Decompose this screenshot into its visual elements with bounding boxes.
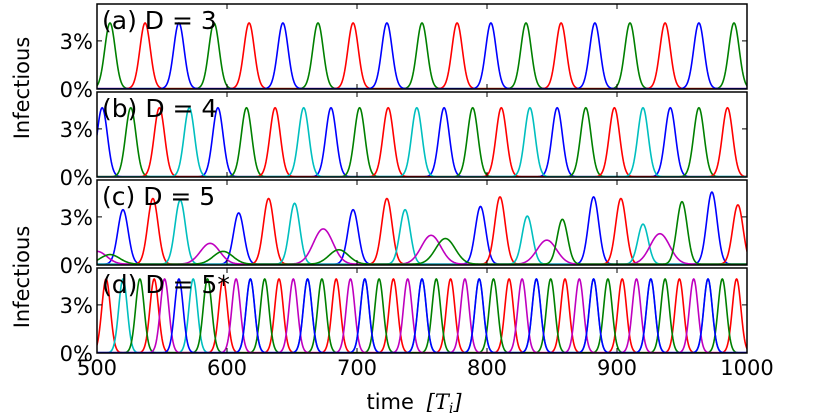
panel-2: 0% 3% (b) D = 4	[60, 91, 748, 190]
panels-layer: 0%3%(a) D = 30%3%(b) D = 40%3%(c) D = 50…	[60, 3, 748, 366]
panel-4-frame	[96, 267, 748, 354]
panel-3-series	[97, 191, 747, 265]
y-axis-label-top: Infectious	[10, 37, 34, 140]
x-tick-label: 600	[207, 356, 247, 380]
x-tick-label: 700	[337, 356, 377, 380]
y-tick-label: 0%	[60, 342, 93, 366]
panel-1-label: (a) D = 3	[102, 6, 217, 35]
x-axis-unit-close: ]	[452, 390, 462, 414]
y-tick-label: 0%	[60, 254, 93, 278]
x-axis-unit-subscript: i	[449, 401, 453, 415]
panel-2-series-line-4	[97, 106, 747, 177]
y-axis-label-bottom: Infectious	[10, 226, 34, 329]
panel-1-series-line-1	[97, 22, 747, 89]
y-tick-label: 3%	[60, 118, 93, 142]
x-tick-label: 800	[467, 356, 507, 380]
panel-3-series-line-4	[97, 228, 747, 265]
y-tick-label: 3%	[60, 206, 93, 230]
panel-1-frame	[96, 3, 748, 90]
x-tick-labels: 500 600 700 800 900 1000	[77, 356, 774, 380]
panel-3: 0% 3% (c) D = 5	[60, 179, 748, 278]
x-axis-label-text: time	[366, 390, 413, 414]
panel-2-frame	[96, 91, 748, 178]
panel-4-label: (d) D = 5*	[102, 270, 230, 299]
x-tick-label: 1000	[720, 356, 773, 380]
panel-4: 0% 3% (d) D = 5*	[60, 267, 748, 366]
x-tick-label: 500	[77, 356, 117, 380]
y-tick-label: 3%	[60, 30, 93, 54]
panel-3-series-line-5	[97, 200, 747, 265]
x-axis-label: time [Ti]	[366, 390, 462, 415]
panel-3-label: (c) D = 5	[102, 182, 215, 211]
x-axis-unit-open: [T	[427, 390, 451, 414]
panel-1: 0% 3% (a) D = 3	[60, 3, 748, 102]
y-tick-label: 0%	[60, 78, 93, 102]
y-tick-label: 0%	[60, 166, 93, 190]
panel-3-frame	[96, 179, 748, 266]
panel-2-label: (b) D = 4	[102, 94, 217, 123]
panel-3-series-line-3	[97, 199, 747, 265]
x-tick-label: 900	[597, 356, 637, 380]
y-tick-label: 3%	[60, 294, 93, 318]
